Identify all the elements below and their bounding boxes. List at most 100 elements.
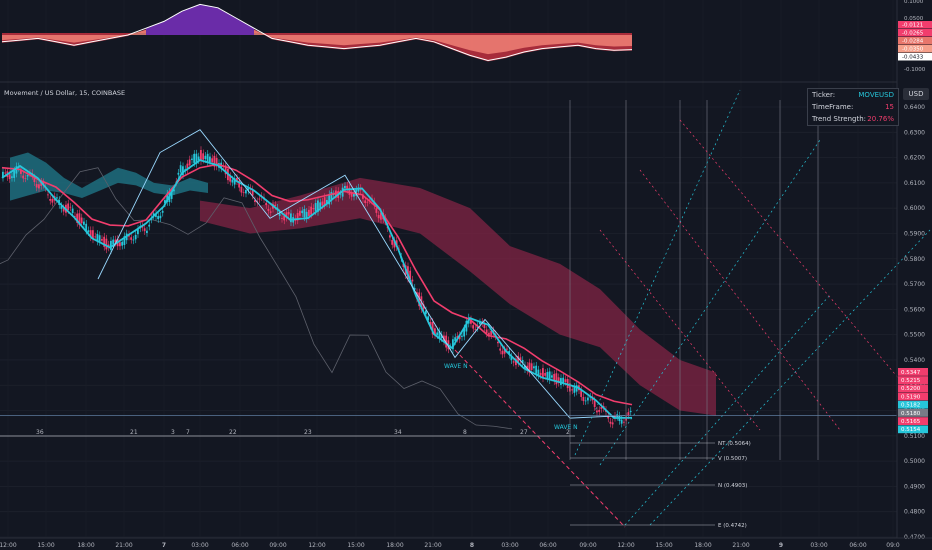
candle-body [310, 206, 313, 215]
candle-body [278, 213, 281, 216]
candle-body [584, 400, 587, 402]
candle-body [551, 375, 553, 378]
candle-body [141, 226, 144, 228]
candle-body [11, 176, 13, 178]
count-label: 34 [394, 429, 402, 436]
oscillator-axis[interactable]: 0.1000 0.0500 -0.1000 [904, 0, 926, 73]
candle-body [440, 334, 443, 339]
price-tag [898, 417, 928, 425]
time-tick-label: 03:00 [191, 542, 208, 549]
wave-target-line [454, 349, 626, 528]
time-tick-label: 15:00 [655, 542, 672, 549]
candle-body [296, 213, 299, 221]
candle-body [353, 194, 355, 197]
candle-body [20, 169, 22, 174]
oscillator-value-text: -0.0433 [902, 55, 924, 61]
candle-body [114, 239, 117, 243]
candle-body [571, 389, 574, 391]
candle-body [391, 239, 394, 245]
candle-body [161, 210, 164, 213]
candle-body [418, 292, 421, 307]
candle-body [213, 155, 216, 167]
candle-body [251, 189, 254, 196]
price-tag-text: 0.5347 [901, 370, 921, 376]
base-line [1, 163, 633, 406]
candle-body [96, 233, 99, 242]
candle-body [157, 216, 160, 220]
candle-body [485, 329, 488, 334]
time-tick-label: 21:00 [732, 542, 749, 549]
candle-body [33, 177, 36, 183]
candle-body [240, 186, 243, 193]
candle-body [197, 156, 200, 161]
candle-body [562, 377, 565, 383]
candle-body [357, 187, 360, 192]
candle-body [503, 349, 506, 354]
candle-body [593, 400, 596, 408]
currency-button[interactable]: USD [903, 88, 929, 100]
candle-body [339, 193, 342, 195]
candle-body [299, 210, 301, 216]
candle-body [204, 155, 207, 160]
candle-body [611, 422, 614, 425]
candle-body [166, 193, 169, 203]
price-tag [898, 384, 928, 393]
candle-body [542, 368, 544, 379]
candle-body [389, 235, 391, 238]
candle-body [355, 189, 358, 196]
candle-body [564, 379, 567, 382]
time-tick-label: 18:00 [77, 542, 94, 549]
time-tick-label: 21:00 [424, 542, 441, 549]
candle-body [461, 335, 463, 337]
candle-body [200, 150, 202, 162]
price-tag-text: 0.5200 [901, 386, 921, 392]
candle-body [179, 165, 182, 173]
candle-body [134, 234, 137, 240]
candle-body [89, 230, 92, 238]
time-tick-label: 09:0 [886, 542, 900, 549]
lagging-span-line [0, 167, 513, 430]
price-tag [898, 425, 928, 434]
time-tick-label: 15:00 [37, 542, 54, 549]
candle-body [290, 213, 292, 223]
candle-body [236, 178, 238, 182]
grid [0, 106, 897, 538]
candle-body [530, 363, 533, 371]
candle-body [348, 187, 351, 195]
candle-body [517, 355, 520, 364]
time-tick-label: 06:00 [849, 542, 866, 549]
oscillator-value-text: -0.0121 [902, 23, 923, 29]
price-axis[interactable]: 0.6400 0.6300 0.6200 0.6100 0.6000 0.5900 0.58… [904, 104, 925, 541]
candle-body [609, 421, 612, 424]
candle-body [472, 325, 475, 329]
candle-body [215, 157, 218, 167]
candle-body [164, 200, 166, 204]
time-axis[interactable]: 12:00 15:00 18:00 21:00 7 03:00 06:00 09:00 12:0… [0, 542, 900, 549]
candle-body [191, 158, 193, 160]
time-tick-label: 12:00 [617, 542, 634, 549]
wave-label: WAVE N [444, 363, 468, 370]
candle-body [497, 341, 499, 344]
candle-body [2, 171, 4, 178]
price-tag-text: 0.5182 [901, 403, 920, 409]
time-tick-label: 9 [779, 542, 783, 549]
candle-body [26, 175, 29, 177]
candle-body [101, 239, 103, 241]
candle-body [483, 323, 486, 329]
time-tick-label: 7 [162, 542, 166, 549]
candle-body [308, 209, 310, 216]
count-label: 21 [130, 429, 138, 436]
candle-body [47, 194, 49, 196]
candle-body [596, 410, 598, 413]
candle-body [15, 166, 18, 174]
projection-channel-line [679, 119, 901, 381]
wave-label: WAVE N [554, 424, 578, 431]
candle-body [254, 200, 256, 202]
time-tick-label: 03:00 [810, 542, 827, 549]
candle-body [623, 421, 625, 423]
chart-title: Movement / US Dollar, 15, COINBASE [4, 89, 125, 97]
candle-body [78, 213, 81, 226]
price-tick-label: 0.6100 [904, 180, 925, 187]
oscillator-value-text: -0.0265 [902, 31, 924, 37]
